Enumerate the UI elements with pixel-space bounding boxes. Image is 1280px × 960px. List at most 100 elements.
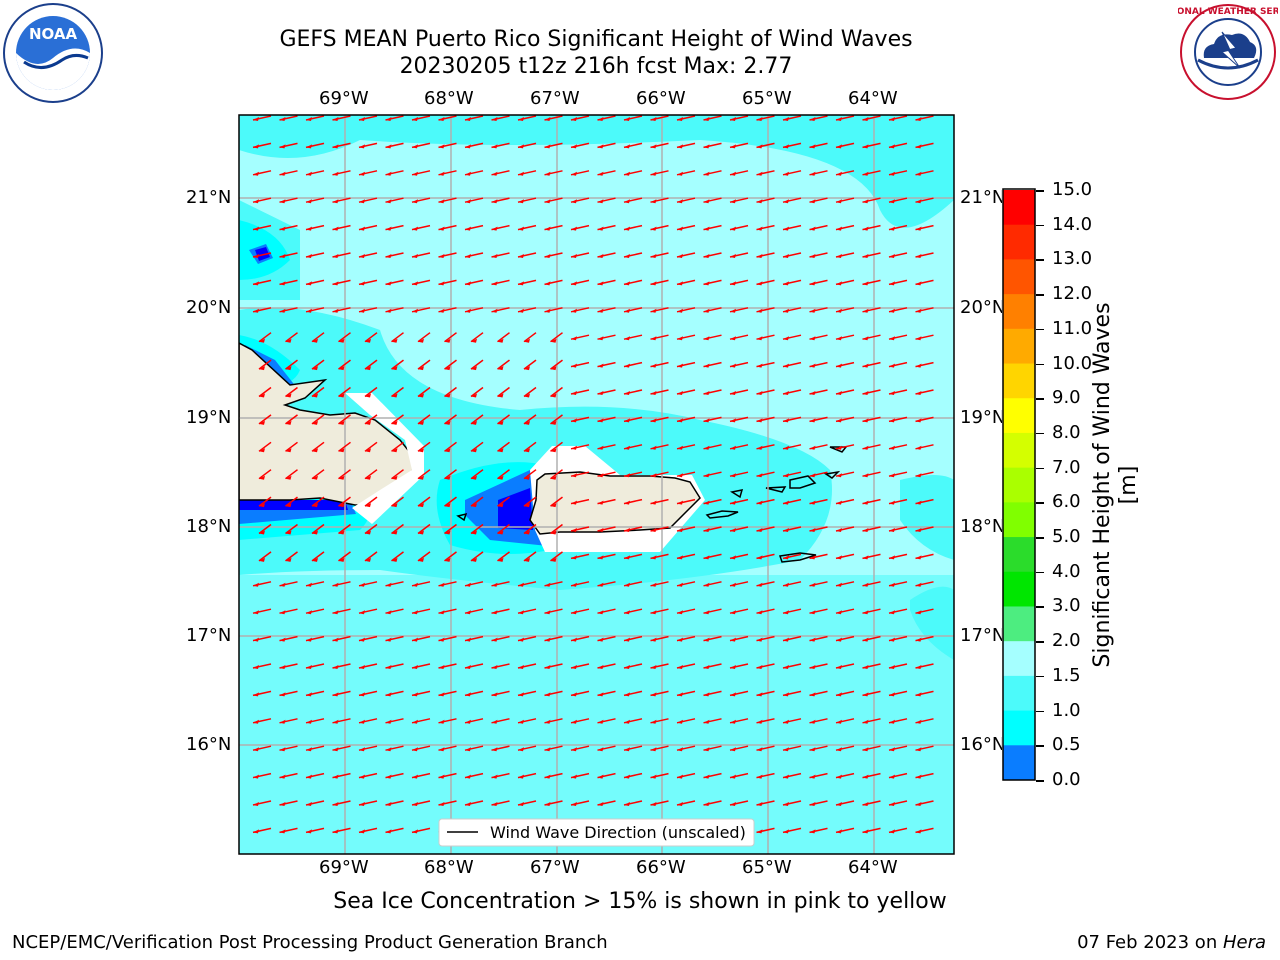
wind-wave-arrow-head bbox=[312, 557, 318, 562]
wind-wave-arrow-head bbox=[703, 582, 710, 587]
wind-wave-arrow-head bbox=[730, 582, 736, 587]
wind-wave-arrow-head bbox=[253, 308, 259, 313]
lon-label-top: 69°W bbox=[319, 88, 369, 109]
wind-wave-arrow bbox=[258, 332, 272, 343]
wind-wave-arrow-head bbox=[438, 171, 445, 176]
wind-wave-arrow-head bbox=[889, 774, 895, 779]
wind-wave-arrow-head bbox=[677, 308, 683, 313]
colorbar-tick-mark bbox=[1036, 675, 1044, 678]
wind-wave-arrow-head bbox=[359, 802, 365, 806]
wind-wave-arrow-head bbox=[571, 254, 577, 258]
wind-wave-arrow bbox=[470, 496, 484, 507]
wind-wave-arrow-head bbox=[730, 692, 736, 697]
wind-wave-arrow-head bbox=[465, 637, 471, 642]
wind-wave-arrow-head bbox=[279, 582, 286, 587]
wind-wave-arrow-head bbox=[444, 393, 451, 398]
wind-wave-arrow-head bbox=[756, 747, 763, 752]
wind-wave-arrow-head bbox=[571, 117, 577, 121]
wind-wave-arrow-head bbox=[624, 144, 630, 149]
wind-wave-arrow-head bbox=[571, 582, 577, 587]
wind-wave-arrow-head bbox=[703, 418, 710, 423]
wind-wave-arrow-head bbox=[624, 226, 630, 231]
wind-wave-arrow-head bbox=[703, 171, 710, 176]
wind-wave-arrow-head bbox=[312, 503, 318, 508]
wind-wave-arrow bbox=[311, 469, 325, 480]
wind-wave-arrow-head bbox=[471, 448, 477, 453]
colorbar-segment bbox=[1003, 190, 1035, 226]
colorbar-segment bbox=[1003, 745, 1035, 781]
wind-wave-arrow-head bbox=[491, 637, 498, 642]
wind-wave-arrow bbox=[523, 332, 537, 343]
wind-wave-arrow-head bbox=[862, 500, 869, 505]
wind-wave-arrow-head bbox=[677, 226, 683, 231]
wind-wave-arrow-head bbox=[730, 171, 736, 176]
wind-wave-arrow-head bbox=[836, 281, 842, 286]
wind-wave-arrow-head bbox=[332, 226, 339, 231]
wind-wave-arrow-head bbox=[571, 418, 577, 423]
wind-wave-arrow-head bbox=[624, 445, 630, 450]
wind-wave-arrow-head bbox=[332, 171, 339, 176]
colorbar-tick-label: 7.0 bbox=[1052, 456, 1081, 478]
wind-wave-arrow-head bbox=[783, 582, 789, 587]
wind-wave-arrow-head bbox=[730, 336, 736, 341]
wind-wave-arrow-head bbox=[306, 747, 312, 752]
wind-wave-arrow-head bbox=[438, 199, 445, 204]
wind-wave-arrow-head bbox=[518, 802, 524, 806]
wind-wave-arrow-head bbox=[491, 308, 498, 313]
wind-wave-arrow bbox=[523, 523, 537, 535]
wind-wave-arrow-head bbox=[550, 420, 557, 425]
wind-wave-arrow-head bbox=[703, 528, 710, 532]
wind-wave-arrow-head bbox=[312, 448, 318, 453]
wind-wave-arrow-head bbox=[332, 610, 339, 615]
wind-wave-arrow-head bbox=[862, 665, 869, 669]
wind-wave-arrow bbox=[497, 469, 510, 480]
wind-wave-arrow-head bbox=[650, 445, 657, 450]
wind-wave-arrow bbox=[285, 359, 298, 370]
wind-wave-arrow-head bbox=[756, 117, 763, 121]
wind-wave-arrow bbox=[497, 386, 510, 398]
wind-wave-arrow-head bbox=[253, 637, 259, 642]
wind-wave-arrow-head bbox=[385, 144, 392, 149]
wind-wave-arrow-head bbox=[338, 557, 345, 562]
wind-wave-arrow-head bbox=[624, 363, 630, 368]
wind-wave-arrow-head bbox=[677, 418, 683, 423]
wind-wave-arrow-head bbox=[491, 117, 498, 121]
wind-wave-arrow-head bbox=[471, 366, 477, 371]
wind-wave-arrow-head bbox=[783, 117, 789, 121]
wind-wave-arrow-head bbox=[889, 582, 895, 587]
wind-wave-arrow-head bbox=[253, 582, 259, 587]
wind-wave-arrow-head bbox=[624, 254, 630, 258]
wind-wave-arrow-head bbox=[836, 144, 842, 149]
wind-wave-arrow-head bbox=[730, 719, 736, 724]
wind-wave-arrow-head bbox=[544, 719, 551, 724]
wind-wave-arrow-head bbox=[597, 199, 604, 204]
wind-wave-arrow-head bbox=[465, 665, 471, 669]
wind-wave-arrow-head bbox=[862, 336, 869, 341]
wind-wave-arrow-head bbox=[862, 747, 869, 752]
wind-wave-arrow-head bbox=[412, 582, 418, 587]
wind-wave-arrow-head bbox=[677, 665, 683, 669]
wind-wave-arrow-head bbox=[259, 475, 265, 480]
wind-wave-arrow-head bbox=[438, 692, 445, 697]
wind-wave-arrow-head bbox=[518, 144, 524, 149]
wind-wave-arrow-head bbox=[306, 254, 312, 258]
wind-wave-arrow-head bbox=[730, 747, 736, 752]
colorbar-tick-label: 4.0 bbox=[1052, 560, 1081, 582]
wind-wave-arrow-head bbox=[518, 199, 524, 204]
wind-wave-arrow-head bbox=[359, 199, 365, 204]
wind-wave-arrow-head bbox=[889, 199, 895, 204]
wind-wave-arrow-head bbox=[550, 448, 557, 453]
lon-label-bottom: 66°W bbox=[636, 857, 686, 878]
wind-wave-arrow-head bbox=[862, 308, 869, 313]
colorbar-tick-label: 13.0 bbox=[1052, 248, 1093, 270]
wind-wave-arrow-head bbox=[809, 692, 816, 697]
wind-wave-arrow-head bbox=[253, 171, 259, 176]
wind-wave-arrow-head bbox=[756, 363, 763, 368]
wind-wave-arrow-head bbox=[338, 420, 345, 425]
wind-wave-arrow-head bbox=[677, 281, 683, 286]
wind-wave-arrow-head bbox=[571, 391, 577, 395]
wind-wave-arrow-head bbox=[253, 610, 259, 615]
wind-wave-arrow-head bbox=[889, 117, 895, 121]
colorbar-title: Significant Height of Wind Waves [m] bbox=[1090, 302, 1141, 668]
wind-wave-arrow bbox=[311, 386, 325, 398]
